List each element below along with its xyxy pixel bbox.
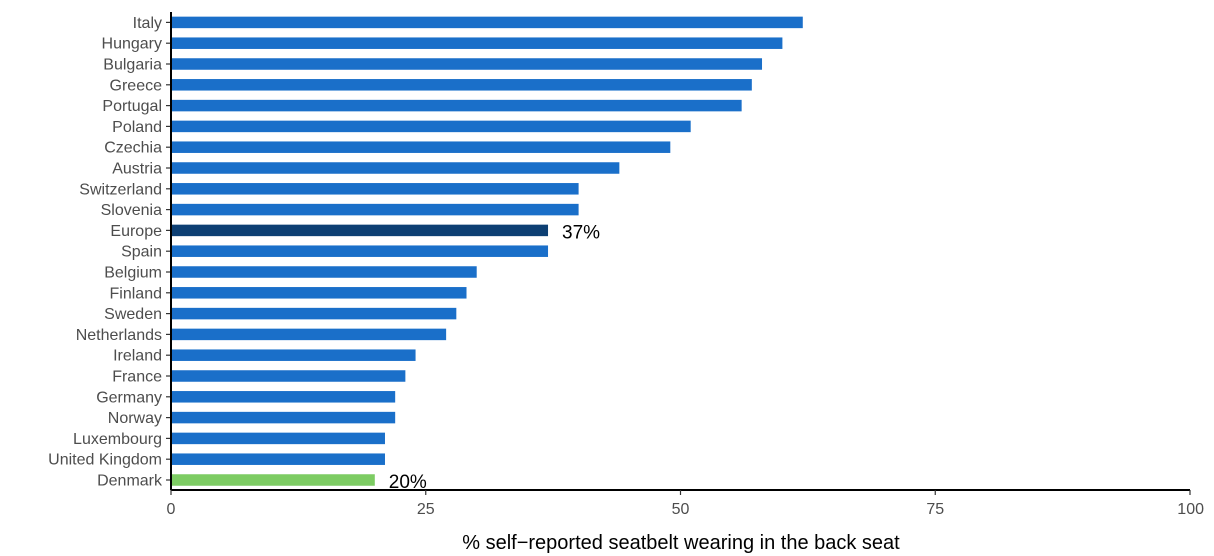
bar-czechia <box>171 141 670 153</box>
bar-europe <box>171 225 548 237</box>
category-label-belgium: Belgium <box>104 265 162 282</box>
category-label-czechia: Czechia <box>104 140 162 157</box>
bar-united-kingdom <box>171 453 385 465</box>
category-labels-group: Italy Hungary Bulgaria Greece Portugal Poland… <box>48 15 163 490</box>
category-label-france: France <box>112 369 162 386</box>
bar-france <box>171 370 405 382</box>
x-tick-label-0: 0 <box>167 501 176 518</box>
category-label-bulgaria: Bulgaria <box>103 57 162 74</box>
category-label-ireland: Ireland <box>113 348 162 365</box>
bar-finland <box>171 287 467 299</box>
bar-greece <box>171 79 752 91</box>
category-label-spain: Spain <box>121 244 162 261</box>
x-tick-label-100: 100 <box>1177 501 1204 518</box>
category-label-finland: Finland <box>110 285 162 302</box>
category-label-germany: Germany <box>96 389 162 406</box>
data-label-europe: 37% <box>562 222 600 243</box>
x-tick-label-50: 50 <box>672 501 690 518</box>
bar-netherlands <box>171 329 446 341</box>
category-label-norway: Norway <box>108 410 162 427</box>
data-labels-group: 37% 20% <box>389 222 600 493</box>
x-axis: 0 25 50 75 100 <box>167 490 1205 518</box>
category-label-switzerland: Switzerland <box>79 181 162 198</box>
bars-group <box>171 17 803 486</box>
category-label-slovenia: Slovenia <box>101 202 162 219</box>
bar-bulgaria <box>171 58 762 70</box>
category-label-denmark: Denmark <box>97 473 163 490</box>
bar-switzerland <box>171 183 579 195</box>
category-label-poland: Poland <box>112 119 162 136</box>
bar-luxembourg <box>171 433 385 445</box>
category-label-greece: Greece <box>110 77 163 94</box>
category-label-united-kingdom: United Kingdom <box>48 452 162 469</box>
category-label-europe: Europe <box>110 223 162 240</box>
category-label-sweden: Sweden <box>104 306 162 323</box>
category-label-hungary: Hungary <box>102 36 162 53</box>
data-label-denmark: 20% <box>389 472 427 493</box>
bar-poland <box>171 121 691 132</box>
x-axis-title: % self−reported seatbelt wearing in the … <box>462 532 900 554</box>
bar-italy <box>171 17 803 29</box>
category-label-netherlands: Netherlands <box>76 327 162 344</box>
category-label-luxembourg: Luxembourg <box>73 431 162 448</box>
bar-portugal <box>171 100 742 112</box>
category-label-austria: Austria <box>112 161 162 178</box>
bar-ireland <box>171 349 416 361</box>
bar-norway <box>171 412 395 424</box>
category-label-portugal: Portugal <box>102 98 162 115</box>
bar-hungary <box>171 37 782 49</box>
bar-austria <box>171 162 619 174</box>
x-tick-label-25: 25 <box>417 501 435 518</box>
x-tick-label-75: 75 <box>926 501 944 518</box>
y-axis <box>166 12 171 490</box>
bar-germany <box>171 391 395 403</box>
category-label-italy: Italy <box>133 15 162 32</box>
bar-slovenia <box>171 204 579 216</box>
bar-sweden <box>171 308 456 320</box>
bar-belgium <box>171 266 477 278</box>
bar-spain <box>171 245 548 257</box>
bar-denmark <box>171 474 375 486</box>
